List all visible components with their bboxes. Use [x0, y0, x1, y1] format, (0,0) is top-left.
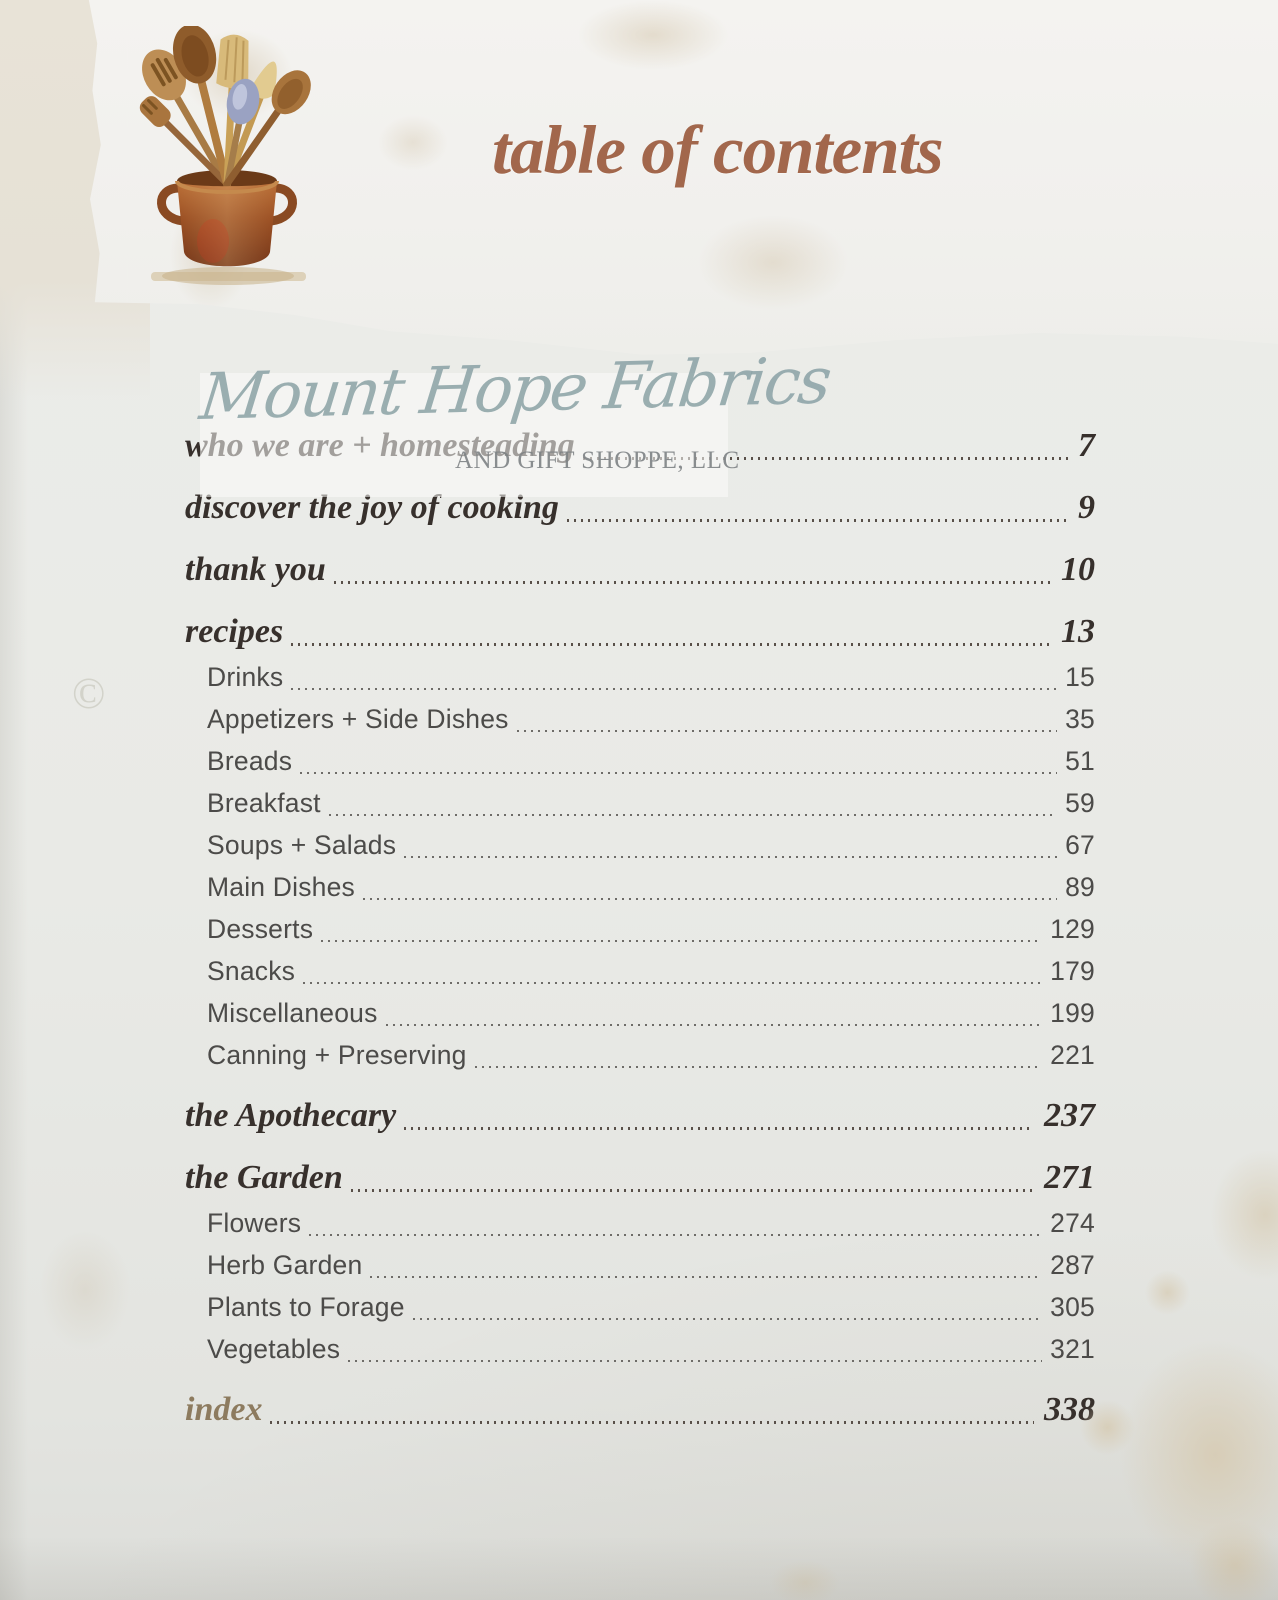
watercolor-splatter	[1210, 1150, 1278, 1280]
toc-entry: Drinks 15	[185, 656, 1095, 698]
toc-entry: Snacks 179	[185, 950, 1095, 992]
toc-entry-label: Canning + Preserving	[207, 1040, 467, 1070]
dotted-leader	[404, 1127, 1034, 1130]
dotted-leader	[582, 457, 1068, 460]
toc-entry-label: recipes	[185, 613, 284, 650]
watercolor-splatter	[770, 1560, 840, 1600]
toc-entry-page: 10	[1061, 551, 1095, 588]
watercolor-splatter	[1190, 1520, 1278, 1600]
dotted-leader	[309, 1233, 1043, 1236]
toc-entry-page: 7	[1078, 427, 1095, 464]
watercolor-splatter	[1120, 1340, 1278, 1570]
watercolor-splatter	[40, 1230, 130, 1350]
toc-entry: Appetizers + Side Dishes 35	[185, 698, 1095, 740]
toc-entry: Soups + Salads 67	[185, 824, 1095, 866]
toc-entry-page: 338	[1044, 1391, 1095, 1428]
toc-entry-label: Vegetables	[207, 1334, 341, 1364]
toc-entry-label: the Apothecary	[185, 1097, 397, 1134]
toc-entry-label: Drinks	[207, 662, 284, 692]
toc-entry: thank you 10	[185, 548, 1095, 592]
toc-entry-page: 271	[1044, 1159, 1095, 1196]
paper-stain	[378, 115, 448, 170]
toc-entry-page: 89	[1065, 872, 1095, 902]
toc-entry-label: Miscellaneous	[207, 998, 378, 1028]
toc-entry: Canning + Preserving 221	[185, 1034, 1095, 1076]
dotted-leader	[291, 687, 1058, 690]
toc-entry-label: Soups + Salads	[207, 830, 397, 860]
dotted-leader	[404, 855, 1058, 858]
toc-entry-label: Breakfast	[207, 788, 321, 818]
page-title: table of contents	[492, 112, 944, 188]
toc-entry-page: 51	[1065, 746, 1095, 776]
dotted-leader	[566, 519, 1068, 522]
toc-entry-page: 237	[1044, 1097, 1095, 1134]
dotted-leader	[321, 939, 1043, 942]
toc-list: who we are + homesteading7discover the j…	[185, 424, 1095, 1434]
toc-entry-label: Main Dishes	[207, 872, 356, 902]
toc-entry-page: 221	[1050, 1040, 1095, 1070]
toc-entry: Flowers 274	[185, 1202, 1095, 1244]
watermark-subtext: AND GIFT SHOPPE, LLC	[455, 447, 740, 474]
toc-entry: index 338	[185, 1388, 1095, 1432]
toc-entry-label: thank you	[185, 551, 326, 588]
toc-entry-page: 67	[1065, 830, 1095, 860]
toc-entry-label: Breads	[207, 746, 293, 776]
dotted-leader	[333, 581, 1051, 584]
toc-entry: Desserts 129	[185, 908, 1095, 950]
dotted-leader	[350, 1189, 1034, 1192]
toc-entry: the Apothecary 237	[185, 1094, 1095, 1138]
toc-entry: the Garden 271	[185, 1156, 1095, 1200]
toc-entry-page: 199	[1050, 998, 1095, 1028]
toc-entry-page: 179	[1050, 956, 1095, 986]
dotted-leader	[385, 1023, 1043, 1026]
toc-entry-label: Herb Garden	[207, 1250, 363, 1280]
toc-entry-page: 59	[1065, 788, 1095, 818]
dotted-leader	[363, 897, 1058, 900]
toc-entry-page: 9	[1078, 489, 1095, 526]
toc-entry: Vegetables 321	[185, 1328, 1095, 1370]
toc-entry: Main Dishes 89	[185, 866, 1095, 908]
toc-entry: Miscellaneous 199	[185, 992, 1095, 1034]
toc-entry-label: Snacks	[207, 956, 296, 986]
toc-entry-page: 321	[1050, 1334, 1095, 1364]
toc-entry: Breakfast 59	[185, 782, 1095, 824]
dotted-leader	[270, 1421, 1034, 1424]
dotted-leader	[370, 1275, 1043, 1278]
toc-entry-label: Plants to Forage	[207, 1292, 405, 1322]
toc-entry-page: 15	[1065, 662, 1095, 692]
toc-entry-label: the Garden	[185, 1159, 343, 1196]
dotted-leader	[328, 813, 1058, 816]
watermark-box	[200, 373, 728, 497]
toc-entry-page: 287	[1050, 1250, 1095, 1280]
toc-entry: Plants to Forage 305	[185, 1286, 1095, 1328]
toc-entry-label: index	[185, 1391, 263, 1428]
paper-stain	[698, 215, 848, 310]
dotted-leader	[348, 1359, 1043, 1362]
copyright-mark: ©	[72, 669, 106, 718]
paper-stain	[578, 0, 728, 70]
dotted-leader	[300, 771, 1058, 774]
utensils-pot-illustration-icon	[139, 26, 311, 285]
toc-entry: recipes 13	[185, 610, 1095, 654]
dotted-leader	[291, 643, 1051, 646]
watercolor-splatter	[1145, 1270, 1190, 1315]
dotted-leader	[303, 981, 1043, 984]
toc-entry: Herb Garden 287	[185, 1244, 1095, 1286]
watermark-script-text: Mount Hope Fabrics	[196, 344, 834, 435]
dotted-leader	[516, 729, 1058, 732]
toc-entry-label: Appetizers + Side Dishes	[207, 704, 509, 734]
toc-entry-page: 13	[1061, 613, 1095, 650]
toc-entry-page: 274	[1050, 1208, 1095, 1238]
toc-entry-page: 129	[1050, 914, 1095, 944]
toc-entry-label: Flowers	[207, 1208, 302, 1238]
toc-entry: Breads 51	[185, 740, 1095, 782]
dotted-leader	[474, 1065, 1043, 1068]
dotted-leader	[412, 1317, 1043, 1320]
toc-entry-label: Desserts	[207, 914, 314, 944]
toc-entry-page: 305	[1050, 1292, 1095, 1322]
toc-entry-page: 35	[1065, 704, 1095, 734]
